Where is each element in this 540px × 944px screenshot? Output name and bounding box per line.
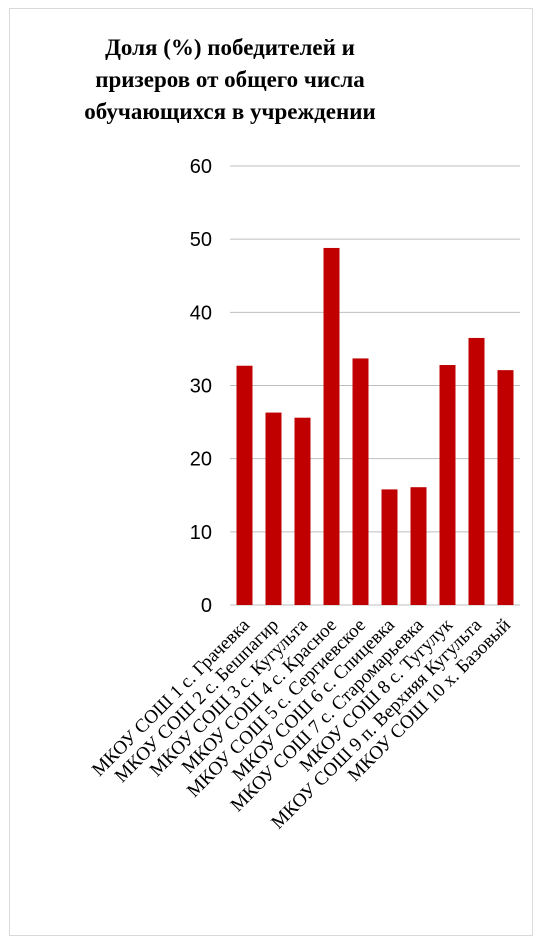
bar (439, 365, 456, 605)
bar (323, 247, 340, 606)
bar (497, 370, 514, 605)
y-axis: 0 10 20 30 40 50 60 (190, 156, 212, 617)
bar (236, 365, 253, 605)
y-tick-label: 40 (190, 302, 212, 324)
bar (381, 489, 398, 605)
y-tick-label: 30 (190, 376, 212, 398)
y-tick-label: 0 (201, 595, 212, 617)
chart-title: Доля (%) победителей и призеров от общег… (84, 35, 376, 124)
bar (410, 487, 427, 605)
bar (265, 412, 282, 605)
y-tick-label: 20 (190, 449, 212, 471)
bar (468, 337, 485, 605)
bar (294, 417, 311, 605)
y-tick-label: 50 (190, 229, 212, 251)
bars (236, 247, 514, 606)
y-tick-label: 10 (190, 522, 212, 544)
bar (352, 358, 369, 605)
y-tick-label: 60 (190, 156, 212, 178)
